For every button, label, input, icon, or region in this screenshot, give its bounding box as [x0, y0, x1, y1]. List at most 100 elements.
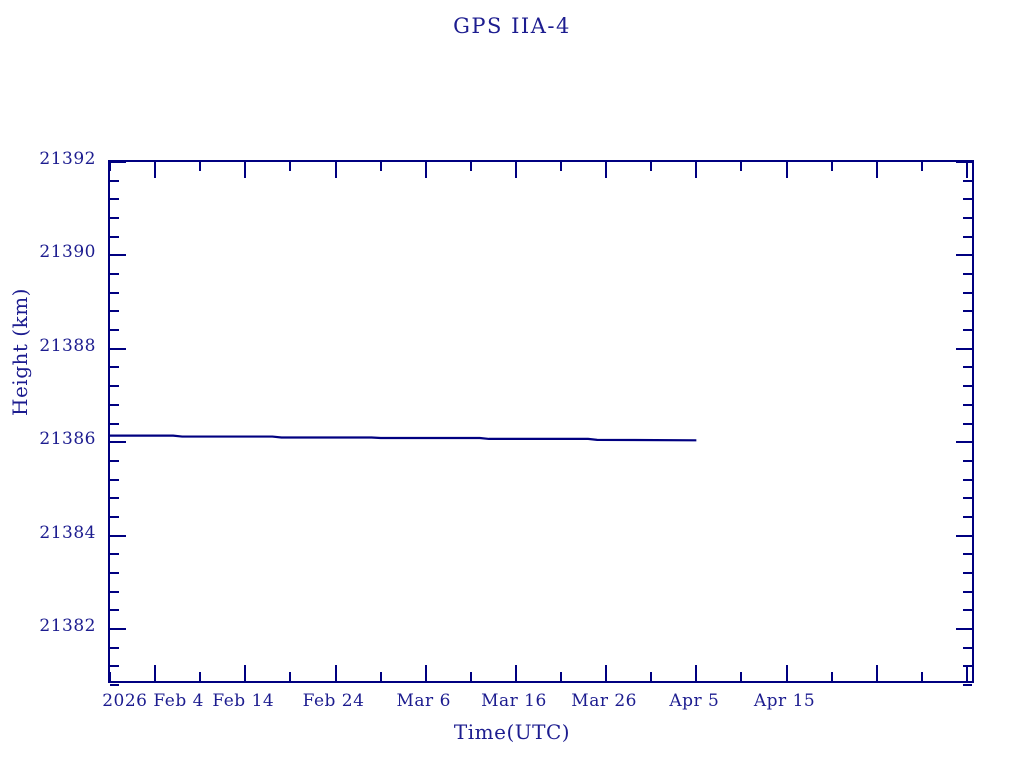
height-series-line [110, 434, 697, 442]
y-axis-minor-tick [110, 646, 119, 649]
x-axis-minor-tick [830, 672, 833, 681]
x-axis-major-tick [424, 162, 427, 178]
x-axis-tick-label: Feb 14 [212, 691, 275, 711]
plot-area [108, 160, 974, 686]
x-axis-tick-label: Feb 24 [302, 691, 365, 711]
x-axis-minor-tick [289, 162, 292, 171]
x-axis-minor-tick [109, 672, 111, 681]
y-axis-minor-tick [963, 217, 972, 220]
y-axis-minor-tick [963, 422, 972, 425]
y-axis-minor-tick [963, 403, 972, 406]
y-axis-minor-tick [963, 590, 972, 593]
y-axis-title: Height (km) [8, 288, 32, 416]
y-axis-minor-tick [110, 459, 119, 462]
y-axis-minor-tick [963, 553, 972, 556]
x-axis-tick-label: Mar 26 [571, 691, 637, 711]
y-axis-major-tick [110, 347, 126, 350]
x-axis-tick-label: Apr 15 [753, 691, 816, 711]
y-axis-minor-tick [110, 571, 119, 574]
y-axis-minor-tick [963, 179, 972, 182]
y-axis-minor-tick [110, 478, 119, 481]
y-axis-minor-tick [110, 403, 119, 406]
x-axis-major-tick [424, 665, 427, 681]
y-axis-major-tick [956, 441, 972, 444]
y-axis-minor-tick [963, 291, 972, 294]
x-axis-minor-tick [650, 672, 653, 681]
x-axis-tick-label: Apr 5 [669, 691, 720, 711]
data-series-plot [110, 434, 697, 442]
y-axis-minor-tick [963, 515, 972, 518]
x-axis-minor-tick [740, 672, 743, 681]
y-axis-minor-tick [110, 422, 119, 425]
y-axis-minor-tick [963, 478, 972, 481]
y-axis-major-tick [110, 254, 126, 257]
y-axis-minor-tick [110, 515, 119, 518]
y-axis-major-tick [110, 534, 126, 537]
y-axis-tick-label: 21384 [39, 522, 96, 543]
x-axis-major-tick [785, 162, 788, 178]
y-axis-minor-tick [110, 179, 119, 182]
y-axis-tick-label: 21392 [39, 149, 96, 169]
x-axis-minor-tick [199, 162, 202, 171]
x-axis-minor-tick [920, 672, 923, 681]
y-axis-minor-tick [963, 571, 972, 574]
y-axis-minor-tick [963, 366, 972, 369]
y-axis-tick-label: 21386 [39, 429, 96, 450]
chart-title: GPS IIA-4 [453, 14, 571, 38]
y-axis-major-tick [956, 254, 972, 257]
y-axis-minor-tick [110, 198, 119, 201]
y-axis-minor-tick [110, 553, 119, 556]
y-axis-minor-tick [963, 459, 972, 462]
x-axis-tick-label: 2026 Feb 4 [102, 691, 204, 711]
x-axis-minor-tick [469, 162, 472, 171]
x-axis-minor-tick [109, 162, 111, 171]
y-axis-minor-tick [963, 385, 972, 388]
x-axis-major-tick [514, 665, 517, 681]
x-axis-minor-tick [560, 162, 563, 171]
y-axis-tick-label: 21382 [39, 615, 96, 636]
y-axis-minor-tick [110, 497, 119, 500]
x-axis-major-tick [605, 162, 608, 178]
y-axis-minor-tick [963, 273, 972, 276]
x-axis-major-tick [154, 665, 157, 681]
y-axis-minor-tick [110, 291, 119, 294]
y-axis-major-tick [956, 534, 972, 537]
y-axis-major-tick [956, 347, 972, 350]
y-axis-minor-tick [963, 198, 972, 201]
y-axis-minor-tick [110, 310, 119, 313]
x-axis-tick-label: Mar 6 [396, 691, 451, 711]
y-axis-tick-label: 21390 [39, 242, 96, 263]
y-axis-minor-tick [963, 684, 972, 686]
x-axis-major-tick [244, 162, 247, 178]
y-axis-minor-tick [110, 385, 119, 388]
x-axis-major-tick [965, 665, 968, 681]
y-axis-minor-tick [963, 310, 972, 313]
x-axis-major-tick [244, 665, 247, 681]
y-axis-minor-tick [110, 235, 119, 238]
x-axis-major-tick [695, 162, 698, 178]
y-axis-major-tick [110, 161, 126, 163]
y-axis-major-tick [956, 627, 972, 630]
y-axis-major-tick [110, 441, 126, 444]
y-axis-minor-tick [963, 646, 972, 649]
y-axis-minor-tick [110, 273, 119, 276]
y-axis-minor-tick [110, 329, 119, 332]
x-axis-major-tick [875, 162, 878, 178]
y-axis-major-tick [956, 161, 972, 163]
x-axis-minor-tick [650, 162, 653, 171]
y-axis-minor-tick [963, 235, 972, 238]
y-axis-minor-tick [110, 609, 119, 612]
x-axis-minor-tick [830, 162, 833, 171]
x-axis-minor-tick [740, 162, 743, 171]
y-axis-major-tick [110, 627, 126, 630]
x-axis-major-tick [154, 162, 157, 178]
x-axis-major-tick [785, 665, 788, 681]
y-axis-minor-tick [110, 665, 119, 668]
y-axis-tick-label: 21388 [39, 335, 96, 356]
y-axis-minor-tick [110, 684, 119, 686]
x-axis-minor-tick [560, 672, 563, 681]
x-axis-major-tick [514, 162, 517, 178]
y-axis-minor-tick [110, 590, 119, 593]
x-axis-major-tick [334, 162, 337, 178]
x-axis-major-tick [965, 162, 968, 178]
